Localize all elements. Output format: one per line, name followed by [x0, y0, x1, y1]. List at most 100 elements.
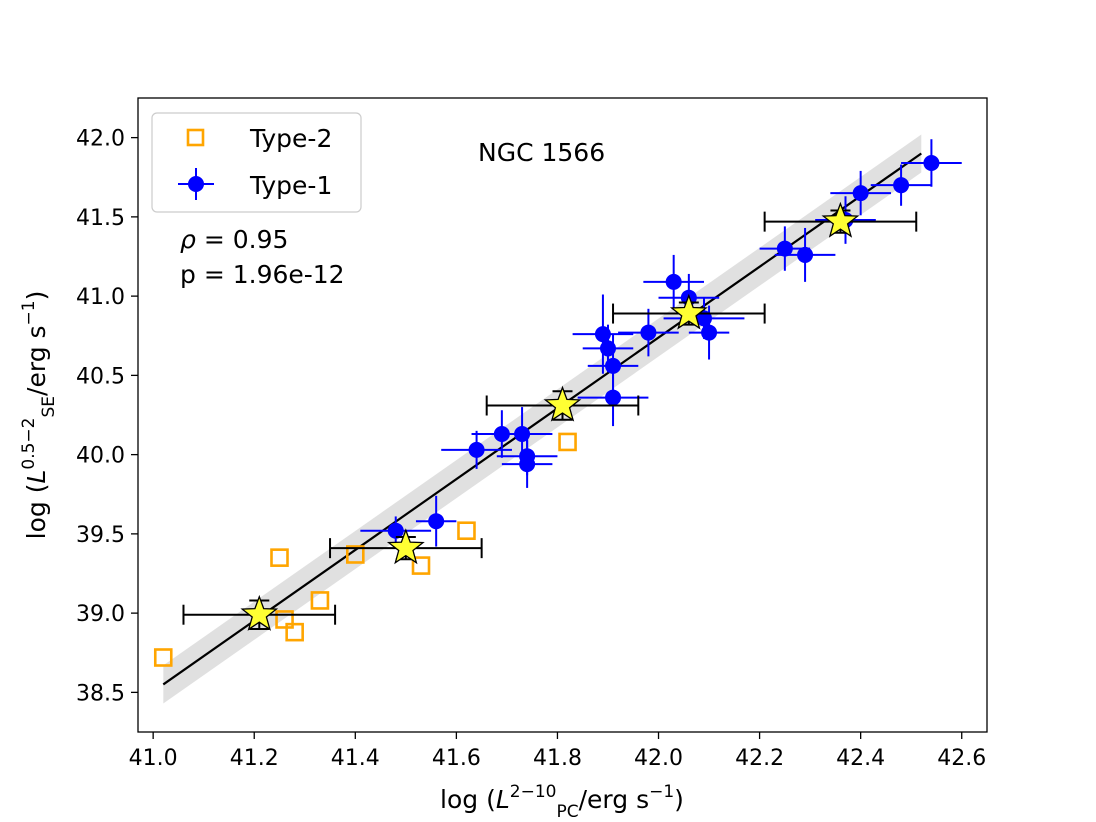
p-value: p = 1.96e-12: [180, 260, 345, 289]
x-label-suffix: /erg s: [579, 785, 649, 814]
type2-point-3: [285, 622, 304, 642]
binned-star-2: [485, 385, 640, 422]
type2-point-4: [310, 591, 330, 610]
type1-marker-19: [852, 185, 869, 202]
rho-value: = 0.95: [196, 225, 289, 254]
y-label-symbol: L: [22, 470, 51, 484]
star-marker-2: [543, 385, 582, 422]
x-tick-label-8: 42.6: [937, 746, 986, 771]
x-tick-label-6: 42.2: [735, 746, 784, 771]
x-tick-label-2: 41.4: [331, 746, 380, 771]
type1-marker-8: [599, 340, 616, 357]
rho-statistic: ρ = 0.95: [180, 225, 288, 254]
type1-point-20: [870, 164, 932, 206]
legend-label-type1: Type-1: [249, 171, 332, 200]
type1-marker-1: [428, 513, 445, 530]
type2-point-2: [275, 610, 294, 629]
x-label-sup: 2−10: [510, 782, 557, 802]
x-tick-label-7: 42.4: [836, 746, 885, 771]
type1-marker-21: [923, 154, 940, 171]
binned-star-0: [182, 594, 337, 631]
star-marker-4: [821, 201, 860, 238]
y-label-suffix-sup: −1: [19, 300, 39, 325]
type1-marker-9: [605, 357, 622, 374]
y-tick-label-1: 39.0: [76, 602, 125, 627]
type1-marker-4: [514, 426, 531, 443]
type1-point-1: [415, 495, 457, 547]
y-tick-label-6: 41.5: [76, 206, 125, 231]
y-label-suffix: /erg s: [22, 325, 51, 395]
plot-frame: [137, 97, 988, 733]
x-label-suffix-sup: −1: [649, 782, 674, 802]
type1-marker-7: [594, 326, 611, 343]
x-label-close: ): [674, 785, 684, 814]
type1-point-2: [441, 430, 512, 469]
legend: Type-2 Type-1: [151, 112, 362, 213]
y-axis-label: log (L0.5−2SE/erg s−1): [19, 291, 59, 540]
type1-point-12: [643, 254, 704, 309]
type1-point-0: [360, 516, 432, 545]
y-tick-label-2: 39.5: [76, 523, 125, 548]
legend-marker-type2: [186, 128, 205, 147]
x-tick-label-4: 41.8: [533, 746, 582, 771]
fit-line: [162, 152, 922, 686]
type2-point-8: [558, 432, 577, 452]
star-marker-1: [386, 528, 425, 565]
type1-point-21: [901, 139, 962, 187]
x-tick-label-5: 42.0: [634, 746, 683, 771]
star-marker-0: [240, 594, 279, 631]
type2-point-1: [270, 548, 289, 567]
x-label-prefix: log (: [440, 785, 496, 814]
x-label-symbol: L: [496, 785, 510, 814]
type1-marker-20: [893, 177, 910, 194]
type1-point-11: [618, 308, 679, 357]
binned-star-4: [763, 201, 918, 238]
legend-marker-type1: [188, 176, 204, 192]
type2-point-6: [411, 556, 431, 575]
type1-marker-2: [468, 441, 485, 458]
rho-symbol: ρ: [180, 225, 196, 254]
x-tick-label-3: 41.6: [432, 746, 481, 771]
type1-marker-15: [701, 324, 718, 341]
galaxy-name-label: NGC 1566: [478, 138, 605, 167]
type2-point-0: [153, 648, 173, 667]
type1-marker-6: [519, 448, 536, 465]
y-label-sub: SE: [39, 396, 59, 418]
type1-point-15: [688, 305, 730, 360]
type1-marker-11: [640, 324, 657, 341]
y-tick-label-0: 38.5: [76, 681, 125, 706]
type1-point-7: [572, 294, 634, 374]
y-tick-label-5: 41.0: [76, 285, 125, 310]
type1-point-17: [774, 227, 836, 282]
x-tick-label-1: 41.2: [230, 746, 279, 771]
type1-point-19: [830, 170, 891, 216]
type1-point-10: [577, 369, 649, 427]
type2-point-5: [346, 545, 365, 564]
type1-marker-0: [387, 522, 404, 539]
x-axis-label: log (L2−10PC/erg s−1): [440, 782, 684, 822]
x-label-sub: PC: [557, 802, 579, 822]
type2-point-7: [457, 521, 476, 541]
binned-star-3: [612, 293, 766, 330]
y-label-sup: 0.5−2: [19, 418, 39, 470]
type1-marker-10: [605, 389, 622, 406]
binned-star-1: [329, 528, 483, 565]
type1-marker-12: [665, 273, 682, 290]
type2-points-layer: [153, 432, 577, 667]
y-axis-ticks: 38.5 39.0 39.5 40.0 40.5 41.0 41.5 42.0: [76, 127, 138, 706]
y-tick-label-3: 40.0: [76, 444, 125, 469]
x-axis-ticks: 41.0 41.2 41.4 41.6 41.8 42.0 42.2 42.4 42.6: [129, 732, 986, 771]
y-label-prefix: log (: [22, 484, 51, 540]
star-marker-3: [669, 293, 708, 330]
type1-marker-16: [776, 240, 793, 257]
legend-label-type2: Type-2: [249, 124, 332, 153]
y-label-close: ): [22, 291, 51, 301]
x-tick-label-0: 41.0: [129, 746, 178, 771]
y-tick-label-4: 40.5: [76, 364, 125, 389]
type1-point-6: [496, 437, 558, 476]
type1-marker-17: [797, 246, 814, 263]
y-tick-label-7: 42.0: [76, 127, 125, 152]
fit-line-layer: [162, 152, 922, 686]
binned-stars-layer: [182, 201, 918, 631]
